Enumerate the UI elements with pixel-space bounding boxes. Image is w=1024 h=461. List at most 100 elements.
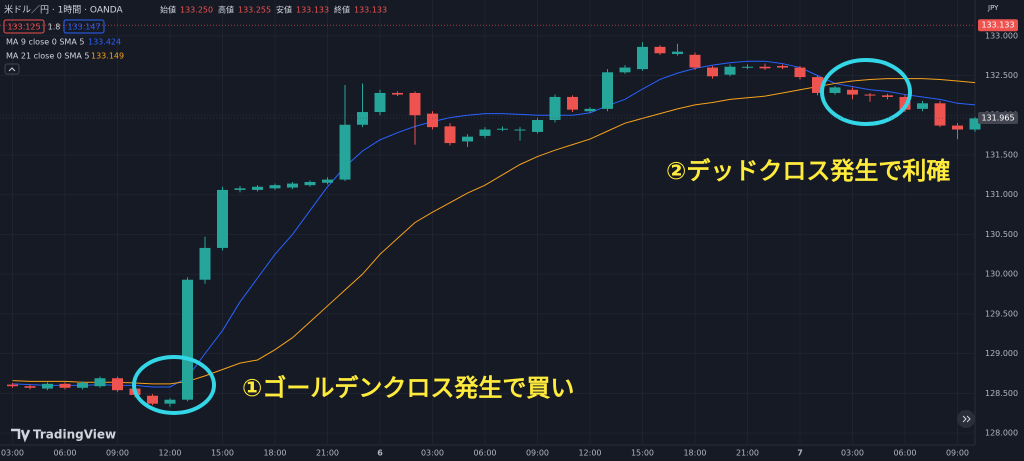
last-price: 133.133 — [981, 21, 1014, 30]
candle-body — [637, 46, 648, 70]
ma-legend: MA 9 close 0 SMA 5 — [6, 38, 84, 47]
ask: 133.147 — [67, 23, 100, 32]
candle-body — [812, 77, 823, 93]
candle-body — [654, 46, 666, 54]
spread: 1.8 — [48, 23, 61, 32]
ma-legend: MA 21 close 0 SMA 5 — [6, 52, 90, 61]
candle-body — [427, 113, 438, 128]
candle-body — [969, 118, 981, 130]
x-tick-label: 6 — [377, 449, 383, 458]
candle-body — [94, 378, 106, 387]
candle-body — [357, 112, 368, 125]
candle-body — [77, 383, 88, 388]
candle-body — [42, 383, 53, 389]
x-tick-label: 09:00 — [106, 449, 129, 458]
candle-body — [392, 92, 403, 95]
candle-body — [24, 386, 36, 388]
annotation: ②デッドクロス発生で利確 — [666, 157, 950, 185]
y-tick-label: 130.500 — [985, 230, 1018, 239]
candle-body — [882, 95, 893, 97]
ohlc-label: 安値 — [276, 5, 292, 15]
x-tick-label: 15:00 — [631, 449, 654, 458]
ohlc-label: 高値 — [218, 5, 234, 15]
candle-body — [147, 395, 158, 404]
ma-legend-value: 133.424 — [88, 38, 121, 47]
x-tick-label: 03:00 — [421, 449, 444, 458]
candle-body — [759, 66, 771, 69]
candle-body — [672, 51, 683, 55]
candle-body — [462, 136, 473, 142]
candle-body — [602, 72, 613, 109]
candle-body — [59, 383, 71, 388]
ohlc-value: 133.250 — [180, 6, 213, 15]
candle-body — [339, 124, 351, 180]
candle-body — [234, 188, 246, 190]
y-tick-label: 129.500 — [985, 309, 1018, 318]
x-tick-label: 18:00 — [263, 449, 286, 458]
ask-box[interactable] — [63, 19, 105, 34]
candle-body — [164, 399, 176, 404]
x-tick-label: 06:00 — [893, 449, 916, 458]
candle-body — [409, 92, 421, 116]
symbol-title: 米ドル／円 · 1時間 · OANDA — [4, 4, 123, 16]
candle-body — [724, 66, 736, 75]
candle-body — [112, 378, 123, 391]
candle-body — [199, 247, 211, 280]
candle-body — [549, 96, 561, 120]
candle-body — [619, 67, 631, 73]
x-tick-label: 03:00 — [1, 449, 24, 458]
y-tick-label: 129.000 — [985, 349, 1018, 358]
y-tick-label: 128.500 — [985, 389, 1018, 398]
y-tick-label: 131.000 — [985, 190, 1018, 199]
candle-body — [567, 96, 578, 110]
candle-body — [584, 108, 596, 112]
candle-body — [952, 125, 963, 130]
y-tick-label: 131.500 — [985, 150, 1018, 159]
ohlc-value: 133.133 — [296, 6, 329, 15]
candle-body — [917, 103, 928, 109]
ma-legend-value: 133.149 — [91, 52, 124, 61]
brand-logo — [11, 428, 31, 443]
x-tick-label: 09:00 — [526, 449, 549, 458]
candle-body — [829, 87, 841, 93]
candle-body — [514, 129, 526, 131]
candle-body — [7, 384, 18, 387]
annotation: ①ゴールデンクロス発生で買い — [242, 374, 574, 402]
highlight-circle — [132, 355, 216, 415]
collapse-button[interactable] — [4, 63, 20, 75]
candle-body — [899, 96, 911, 110]
highlight-circle — [820, 58, 912, 126]
candle-body — [689, 54, 701, 68]
scroll-icon — [962, 415, 971, 423]
bid-box[interactable] — [3, 19, 45, 34]
candle-body — [217, 189, 228, 248]
marker-price: 131.965 — [981, 114, 1014, 123]
x-tick-label: 21:00 — [316, 449, 339, 458]
x-tick-label: 15:00 — [211, 449, 234, 458]
x-tick-label: 7 — [797, 449, 803, 458]
y-tick-label: 133.000 — [985, 31, 1018, 40]
x-tick-label: 21:00 — [736, 449, 759, 458]
candle-body — [497, 128, 508, 130]
candle-body — [252, 186, 263, 190]
candle-body — [934, 103, 946, 126]
ohlc-value: 133.255 — [238, 6, 271, 15]
candle-body — [532, 119, 543, 132]
bid: 133.125 — [7, 23, 40, 32]
x-tick-label: 03:00 — [841, 449, 864, 458]
ohlc-label: 終値 — [334, 5, 350, 15]
candle-body — [304, 181, 316, 186]
candle-body — [742, 66, 753, 68]
x-tick-label: 12:00 — [158, 449, 181, 458]
y-tick-label: 132.500 — [985, 71, 1018, 80]
candle-body — [864, 94, 876, 96]
candle-body — [182, 279, 193, 400]
x-tick-label: 18:00 — [683, 449, 706, 458]
candle-body — [269, 185, 281, 189]
x-tick-label: 12:00 — [578, 449, 601, 458]
collapse-icon — [8, 67, 16, 72]
y-tick-label: 128.000 — [985, 429, 1018, 438]
candle-body — [777, 65, 788, 68]
marker-price-box — [978, 112, 1018, 125]
